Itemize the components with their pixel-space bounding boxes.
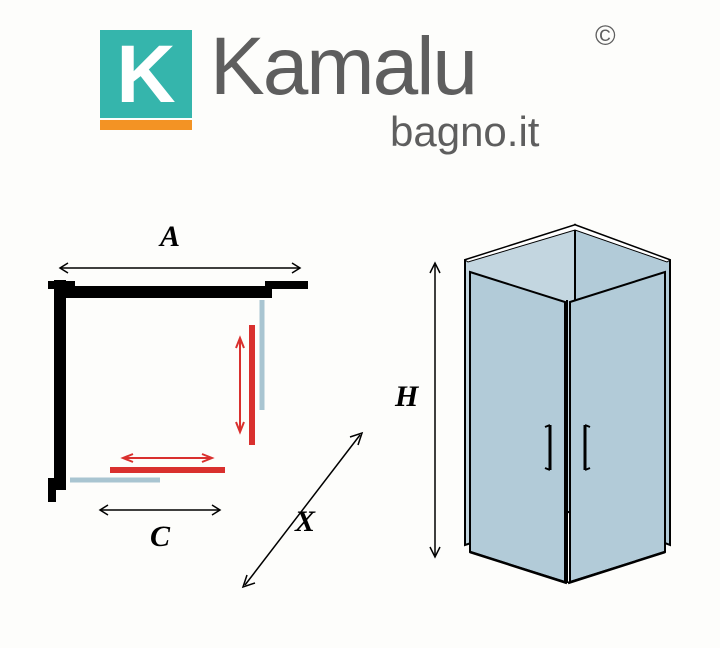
iso-view-svg — [420, 210, 700, 600]
plan-view-svg — [40, 230, 370, 610]
iso-view-diagram: H — [420, 210, 700, 590]
brand-subtitle: bagno.it — [390, 108, 539, 156]
copyright-symbol: © — [595, 20, 616, 52]
brand-name: Kamalu — [210, 20, 476, 114]
dim-label-c: C — [150, 520, 170, 554]
logo-k-icon: K — [100, 30, 200, 130]
dim-label-h: H — [395, 380, 418, 414]
dim-label-a: A — [160, 220, 180, 254]
logo: K Kamalu © bagno.it — [100, 20, 620, 160]
dim-label-x: X — [295, 505, 315, 539]
plan-view-diagram: A C X — [40, 230, 370, 610]
svg-text:K: K — [116, 30, 175, 120]
